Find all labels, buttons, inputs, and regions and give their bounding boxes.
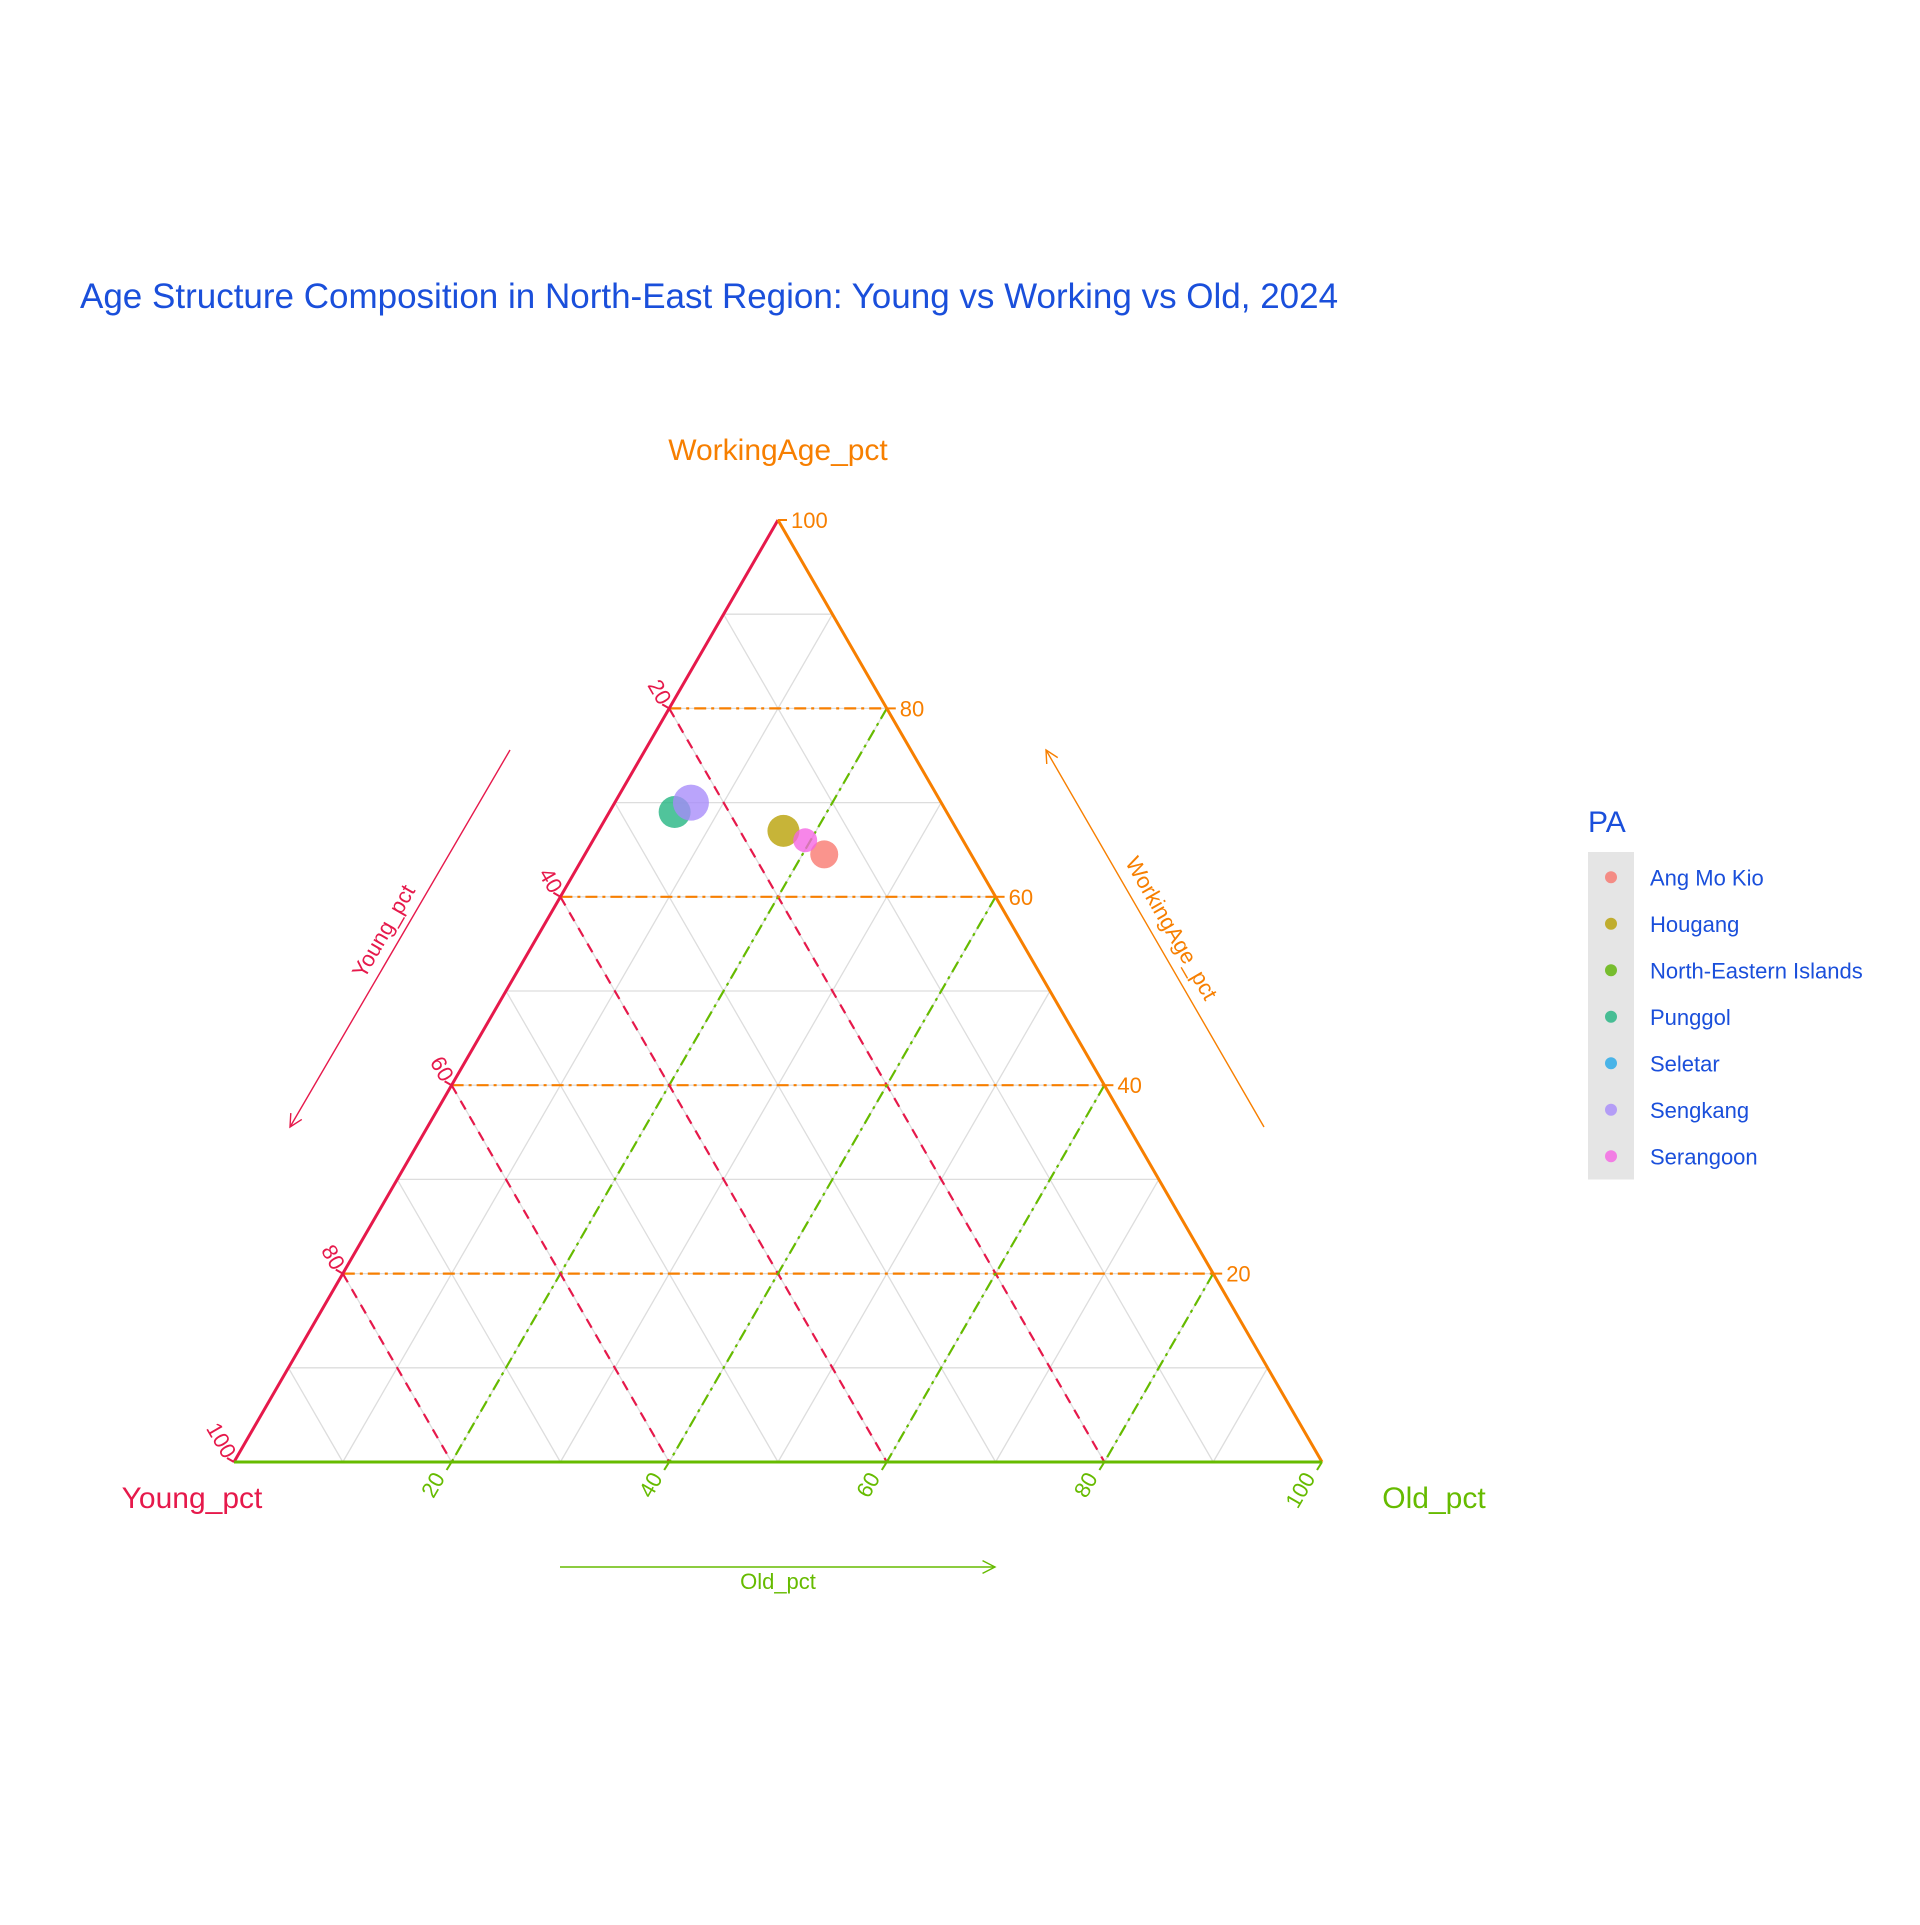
tick-label-old-20: 20	[416, 1468, 450, 1502]
tick-label-old-80: 80	[1069, 1468, 1103, 1502]
legend-label-seletar: Seletar	[1650, 1051, 1720, 1076]
ref-line-young-40	[559, 896, 888, 1463]
legend-title: PA	[1588, 806, 1626, 839]
legend-key-hougang	[1605, 917, 1617, 930]
tick-mark-young-80	[335, 1268, 344, 1275]
grid-line-young-50	[505, 990, 779, 1463]
legend-key-serangoon	[1605, 1150, 1617, 1163]
axis-arrow-working	[1045, 749, 1265, 1128]
tick-label-working-100: 100	[791, 508, 828, 533]
axis-title-working-corner: WorkingAge_pct	[668, 434, 888, 467]
tick-label-working-40: 40	[1117, 1073, 1141, 1098]
data-point-ang-mo-kio	[810, 840, 839, 869]
tick-mark-old-60	[880, 1461, 888, 1471]
axis-arrowhead-working	[1045, 748, 1059, 765]
tick-label-working-20: 20	[1226, 1262, 1250, 1287]
grid-line-young-10	[723, 613, 1214, 1463]
legend-key-punggol	[1605, 1010, 1617, 1023]
ref-line-old-40	[668, 896, 997, 1463]
tick-label-old-60: 60	[851, 1468, 885, 1502]
axis-line-young	[232, 519, 780, 1463]
ref-line-young-80	[341, 1273, 453, 1463]
data-point-sengkang	[672, 784, 709, 821]
grid-line-old-30	[559, 802, 942, 1463]
tick-label-working-80: 80	[900, 696, 924, 721]
data-points	[658, 784, 839, 869]
data-point-serangoon	[793, 828, 818, 853]
axis-title-young-corner: Young_pct	[122, 1482, 263, 1515]
axis-arrowhead-young	[289, 1112, 303, 1129]
grid-line-young-90	[287, 1367, 344, 1463]
legend-label-sengkang: Sengkang	[1650, 1098, 1749, 1123]
axis-arrow-label-old: Old_pct	[740, 1569, 816, 1594]
tick-mark-young-40	[552, 891, 561, 898]
tick-mark-young-20	[661, 703, 670, 710]
grid-line-old-10	[342, 613, 833, 1463]
axis-arrow-young	[289, 749, 511, 1128]
tick-label-old-100: 100	[1280, 1468, 1320, 1512]
legend-key-seletar	[1605, 1057, 1617, 1070]
axis-arrow-label-working: WorkingAge_pct	[1120, 852, 1222, 1004]
legend-key-sengkang	[1605, 1103, 1617, 1116]
tick-mark-old-100	[1316, 1461, 1323, 1471]
legend-label-serangoon: Serangoon	[1650, 1144, 1758, 1169]
grid-line-old-70	[995, 1179, 1160, 1463]
triangle-axes	[232, 519, 1324, 1464]
legend-label-punggol: Punggol	[1650, 1005, 1731, 1030]
legend-label-north-eastern-islands: North-Eastern Islands	[1650, 958, 1863, 983]
legend: PA Ang Mo Kio Hougang North-Eastern Island…	[1588, 806, 1863, 1180]
legend-key-north-eastern-islands	[1605, 964, 1617, 977]
grid-line-young-70	[396, 1179, 561, 1463]
tick-mark-old-20	[445, 1461, 453, 1471]
legend-key-ang-mo-kio	[1605, 871, 1617, 884]
ref-line-old-80	[1103, 1273, 1215, 1463]
tick-mark-old-80	[1098, 1461, 1106, 1471]
reference-lines	[341, 707, 1215, 1463]
tick-mark-young-60	[444, 1080, 453, 1087]
axis-arrowhead-old	[982, 1560, 997, 1574]
tick-mark-old-40	[663, 1461, 671, 1471]
chart-title: Age Structure Composition in North-East …	[80, 277, 1338, 316]
axis-line-working	[776, 519, 1324, 1463]
tick-label-working-60: 60	[1009, 885, 1033, 910]
tick-mark-young-100	[226, 1457, 235, 1463]
data-point-hougang	[767, 814, 800, 847]
tick-label-old-40: 40	[634, 1468, 668, 1502]
grid-layer	[287, 613, 1269, 1463]
ref-line-old-60	[885, 1084, 1106, 1463]
legend-label-ang-mo-kio: Ang Mo Kio	[1650, 865, 1764, 890]
ref-line-young-60	[450, 1084, 671, 1463]
tick-label-young-100: 100	[201, 1418, 241, 1462]
axis-title-old-corner: Old_pct	[1382, 1482, 1486, 1515]
grid-line-old-50	[777, 990, 1051, 1463]
grid-line-young-30	[614, 802, 997, 1463]
grid-line-old-90	[1212, 1367, 1269, 1463]
legend-label-hougang: Hougang	[1650, 912, 1739, 937]
